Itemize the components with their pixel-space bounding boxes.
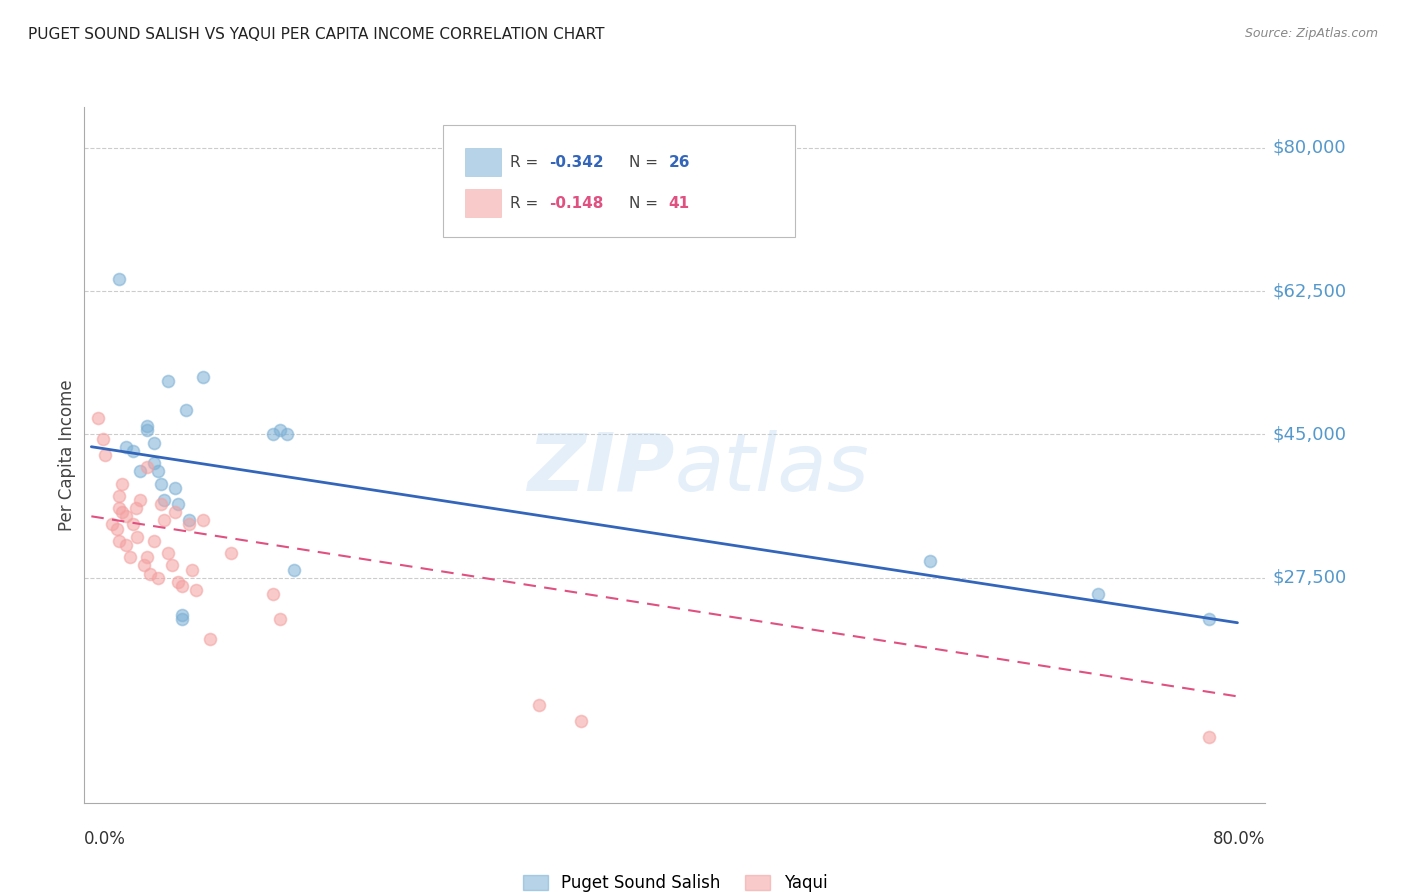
Point (527, 698, 550, 712)
Point (191, 370, 214, 384)
Point (136, 550, 159, 565)
Point (143, 456, 166, 470)
Point (269, 612, 291, 626)
Point (111, 476, 134, 491)
Point (150, 497, 173, 511)
Point (122, 443, 145, 458)
Point (136, 423, 159, 437)
Point (136, 460, 159, 475)
Point (153, 492, 176, 507)
Point (1198, 731, 1220, 745)
Point (283, 562, 305, 576)
Point (181, 562, 204, 576)
Point (1198, 612, 1220, 626)
Point (115, 440, 138, 454)
Point (157, 374, 180, 388)
Legend: Puget Sound Salish, Yaqui: Puget Sound Salish, Yaqui (516, 868, 834, 892)
Point (167, 497, 190, 511)
Point (127, 530, 149, 544)
Point (262, 427, 284, 442)
Point (153, 513, 176, 527)
Text: 0.0%: 0.0% (84, 830, 127, 847)
Text: $62,500: $62,500 (1272, 282, 1347, 301)
Text: ZIP: ZIP (527, 430, 675, 508)
Point (108, 489, 131, 503)
Point (129, 464, 152, 478)
Point (179, 517, 201, 532)
Text: atlas: atlas (675, 430, 870, 508)
Point (219, 546, 242, 560)
Point (165, 481, 187, 495)
Text: 80.0%: 80.0% (1213, 830, 1265, 847)
Point (101, 517, 124, 532)
Point (108, 272, 131, 286)
Point (179, 513, 201, 527)
Point (136, 419, 159, 434)
Text: $80,000: $80,000 (1272, 139, 1346, 157)
Point (172, 607, 194, 622)
Text: R =: R = (509, 195, 543, 211)
Point (165, 505, 187, 519)
Y-axis label: Per Capita Income: Per Capita Income (58, 379, 76, 531)
Point (115, 509, 138, 524)
Point (157, 546, 180, 560)
Text: N =: N = (628, 154, 662, 169)
Text: -0.342: -0.342 (548, 154, 603, 169)
Point (191, 513, 214, 527)
Point (143, 533, 166, 548)
Point (186, 582, 208, 597)
Point (87, 411, 110, 425)
Point (918, 554, 941, 568)
Point (148, 571, 170, 585)
Point (115, 538, 138, 552)
Point (150, 476, 173, 491)
Point (269, 423, 291, 437)
Point (167, 574, 190, 589)
Point (105, 522, 128, 536)
Text: $45,000: $45,000 (1272, 425, 1347, 443)
Point (111, 505, 134, 519)
Point (125, 501, 148, 516)
Point (91, 432, 114, 446)
Text: Source: ZipAtlas.com: Source: ZipAtlas.com (1244, 27, 1378, 40)
Point (120, 550, 142, 565)
Text: R =: R = (509, 154, 543, 169)
Text: N =: N = (628, 195, 662, 211)
Text: $27,500: $27,500 (1272, 569, 1347, 587)
Point (139, 566, 162, 581)
Point (148, 464, 170, 478)
Text: 41: 41 (668, 195, 689, 211)
Point (262, 587, 284, 601)
Point (162, 558, 184, 573)
Point (108, 501, 131, 516)
Point (172, 612, 194, 626)
Point (198, 632, 221, 646)
Text: PUGET SOUND SALISH VS YAQUI PER CAPITA INCOME CORRELATION CHART: PUGET SOUND SALISH VS YAQUI PER CAPITA I… (28, 27, 605, 42)
Text: 26: 26 (668, 154, 690, 169)
Text: -0.148: -0.148 (548, 195, 603, 211)
Point (276, 427, 298, 442)
Point (122, 517, 145, 532)
Point (569, 714, 592, 728)
Point (94, 448, 117, 462)
Point (108, 533, 131, 548)
Point (129, 492, 152, 507)
Point (143, 435, 166, 450)
Point (134, 558, 156, 573)
Point (176, 403, 198, 417)
Point (1087, 587, 1109, 601)
Point (172, 579, 194, 593)
